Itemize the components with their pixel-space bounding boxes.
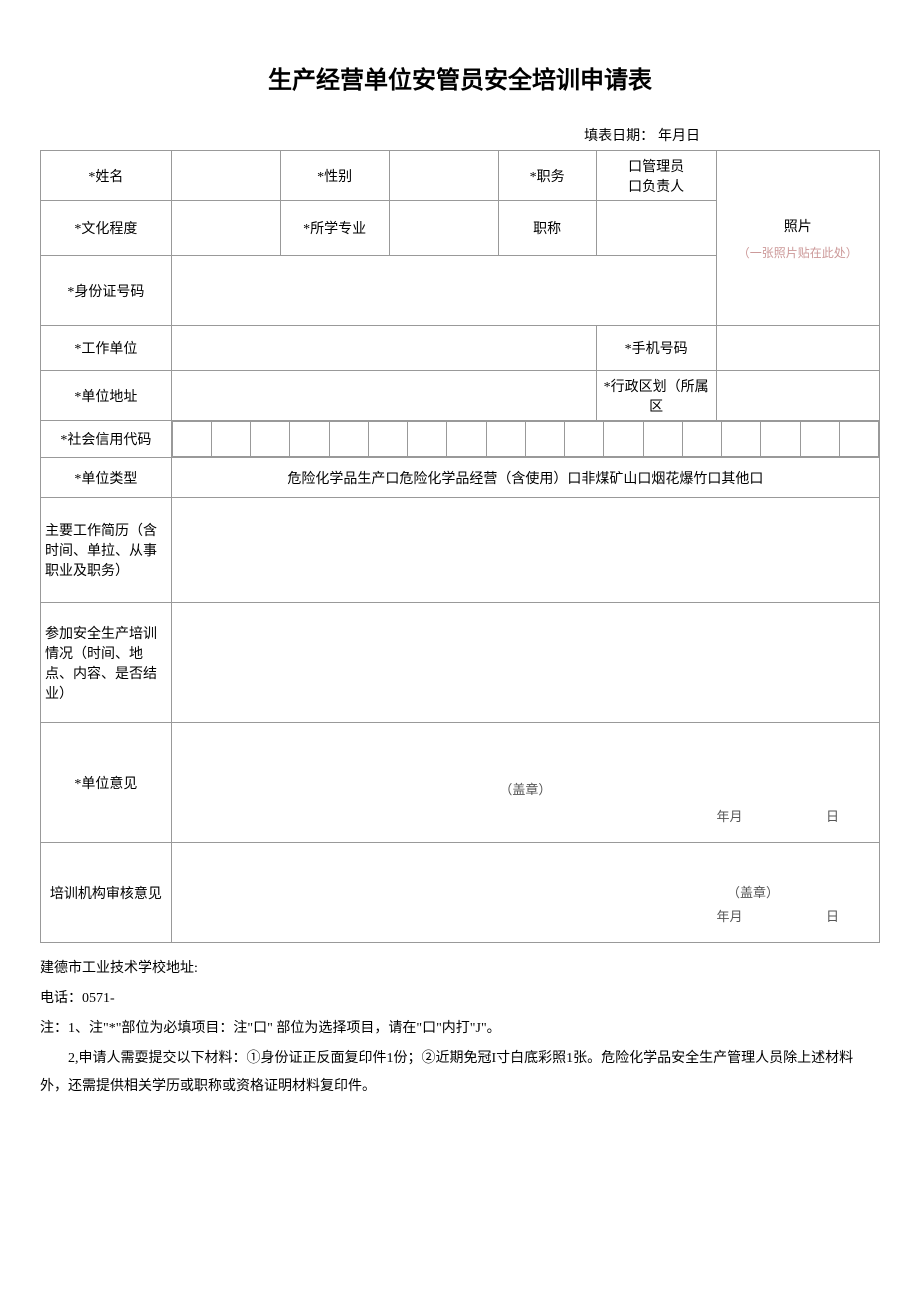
credit-cell[interactable]: [682, 422, 721, 457]
stamp-label: （盖章）: [727, 885, 779, 900]
credit-cell[interactable]: [525, 422, 564, 457]
label-review-opinion: 培训机构审核意见: [41, 843, 172, 943]
label-address: *单位地址: [41, 371, 172, 421]
credit-code-cells: [172, 421, 879, 457]
photo-area: 照片 （一张照片贴在此处）: [716, 151, 879, 326]
date-day: 日: [786, 809, 879, 824]
label-name: *姓名: [41, 151, 172, 201]
field-unit-type[interactable]: 危险化学品生产口危险化学品经营（含使用）口非煤矿山口烟花爆竹口其他口: [171, 458, 879, 498]
label-credit-code: *社会信用代码: [41, 421, 172, 458]
field-phone[interactable]: [716, 326, 879, 371]
credit-cell[interactable]: [800, 422, 839, 457]
form-title: 生产经营单位安管员安全培训申请表: [40, 60, 880, 95]
credit-cell[interactable]: [329, 422, 368, 457]
label-unit-opinion: *单位意见: [41, 723, 172, 843]
label-resume: 主要工作简历（含时间、单拉、从事职业及职务）: [41, 498, 172, 603]
credit-cell[interactable]: [368, 422, 407, 457]
photo-note: （一张照片贴在此处）: [717, 244, 879, 261]
field-gender[interactable]: [389, 151, 498, 201]
position-option-leader[interactable]: 口负责人: [597, 176, 716, 196]
note-1: 注：1、注"*"部位为必填项目：注"口" 部位为选择项目，请在"口"内打"J"。: [40, 1015, 880, 1043]
date-year-month: 年月: [676, 809, 782, 824]
notes-section: 建德市工业技术学校地址: 电话：0571- 注：1、注"*"部位为必填项目：注"…: [40, 955, 880, 1101]
field-district[interactable]: [716, 371, 879, 421]
field-name[interactable]: [171, 151, 280, 201]
credit-cell[interactable]: [643, 422, 682, 457]
field-address[interactable]: [171, 371, 596, 421]
field-major[interactable]: [389, 201, 498, 256]
field-title[interactable]: [596, 201, 716, 256]
field-review-opinion[interactable]: （盖章） 年月 日: [171, 843, 879, 943]
label-major: *所学专业: [280, 201, 389, 256]
label-unit-type: *单位类型: [41, 458, 172, 498]
field-work-unit[interactable]: [171, 326, 596, 371]
note-2: 2,申请人需耍提交以下材料：①身份证正反面复印件1份；②近期免冠I寸白底彩照1张…: [40, 1045, 880, 1101]
credit-cell[interactable]: [722, 422, 761, 457]
label-training: 参加安全生产培训情况（时间、地点、内容、是否结业）: [41, 603, 172, 723]
field-id-number[interactable]: [171, 256, 716, 326]
credit-cell[interactable]: [172, 422, 211, 457]
date-year-month: 年月: [676, 909, 782, 924]
credit-cell[interactable]: [761, 422, 800, 457]
credit-cell[interactable]: [486, 422, 525, 457]
credit-cell[interactable]: [447, 422, 486, 457]
field-unit-opinion[interactable]: （盖章） 年月 日: [171, 723, 879, 843]
label-district: *行政区划（所属区: [596, 371, 716, 421]
date-day: 日: [786, 909, 879, 924]
field-education[interactable]: [171, 201, 280, 256]
field-training[interactable]: [171, 603, 879, 723]
photo-label: 照片: [784, 220, 812, 235]
credit-cell[interactable]: [290, 422, 329, 457]
application-form-table: *姓名 *性别 *职务 口管理员 口负责人 照片 （一张照片贴在此处） *文化程…: [40, 150, 880, 943]
stamp-label: （盖章）: [172, 779, 879, 798]
fill-date-label: 填表日期： 年月日: [40, 125, 880, 145]
credit-cell[interactable]: [408, 422, 447, 457]
credit-cell[interactable]: [565, 422, 604, 457]
field-resume[interactable]: [171, 498, 879, 603]
label-title: 职称: [498, 201, 596, 256]
label-phone: *手机号码: [596, 326, 716, 371]
credit-cell[interactable]: [839, 422, 878, 457]
label-work-unit: *工作单位: [41, 326, 172, 371]
label-education: *文化程度: [41, 201, 172, 256]
label-position: *职务: [498, 151, 596, 201]
label-id-number: *身份证号码: [41, 256, 172, 326]
field-position-options[interactable]: 口管理员 口负责人: [596, 151, 716, 201]
note-phone: 电话：0571-: [40, 985, 880, 1013]
credit-cell[interactable]: [251, 422, 290, 457]
credit-cell[interactable]: [211, 422, 250, 457]
credit-cell[interactable]: [604, 422, 643, 457]
note-school-address: 建德市工业技术学校地址:: [40, 955, 880, 983]
label-gender: *性别: [280, 151, 389, 201]
position-option-manager[interactable]: 口管理员: [597, 156, 716, 176]
